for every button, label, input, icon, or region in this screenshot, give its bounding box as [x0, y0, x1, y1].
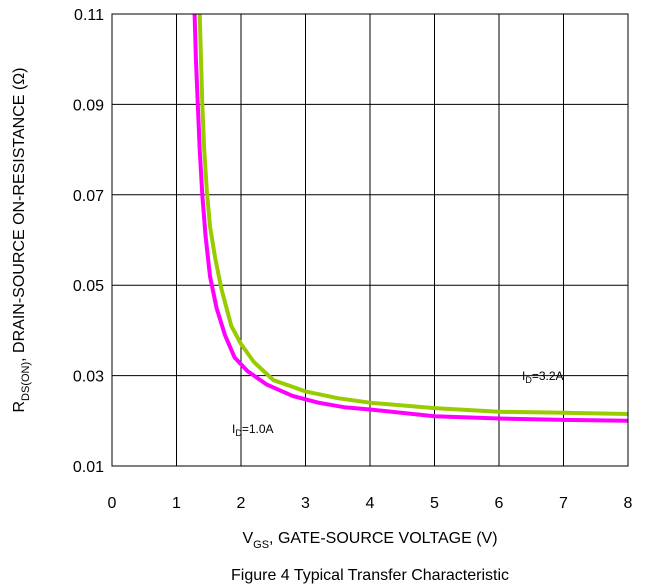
y-tick-label-0: 0.01: [73, 459, 104, 476]
y-tick-label-3: 0.07: [73, 188, 104, 205]
y-tick-label-5: 0.11: [74, 7, 104, 24]
x-axis-label: VGS, GATE-SOURCE VOLTAGE (V): [242, 530, 497, 551]
x-tick-label-3: 3: [301, 495, 310, 512]
y-axis-label: RDS(ON), DRAIN-SOURCE ON-RESISTANCE (Ω): [11, 67, 32, 412]
series-line-0: [197, 13, 629, 416]
x-tick-labels: 0 1 2 3 4 5 6 7 8: [108, 495, 633, 512]
x-tick-label-6: 6: [495, 495, 504, 512]
x-tick-label-1: 1: [172, 495, 181, 512]
y-tick-labels: 0.01 0.03 0.05 0.07 0.09 0.11: [73, 7, 104, 476]
x-tick-label-4: 4: [366, 495, 375, 512]
grid-lines: [112, 14, 628, 466]
y-tick-label-1: 0.03: [73, 369, 104, 386]
plot-frame: [111, 13, 629, 467]
y-tick-label-2: 0.05: [73, 278, 104, 295]
series-label-id-3-2a: ID=3.2A: [522, 369, 564, 385]
x-tick-label-2: 2: [237, 495, 246, 512]
x-tick-label-8: 8: [624, 495, 633, 512]
x-tick-label-0: 0: [108, 495, 117, 512]
series-label-id-1-0a: ID=1.0A: [232, 422, 274, 438]
x-tick-label-7: 7: [559, 495, 568, 512]
y-tick-label-4: 0.09: [73, 97, 104, 114]
series-lines: [192, 13, 629, 423]
series-line-1: [192, 13, 629, 423]
x-tick-label-5: 5: [430, 495, 439, 512]
figure-caption: Figure 4 Typical Transfer Characteristic: [231, 567, 509, 584]
